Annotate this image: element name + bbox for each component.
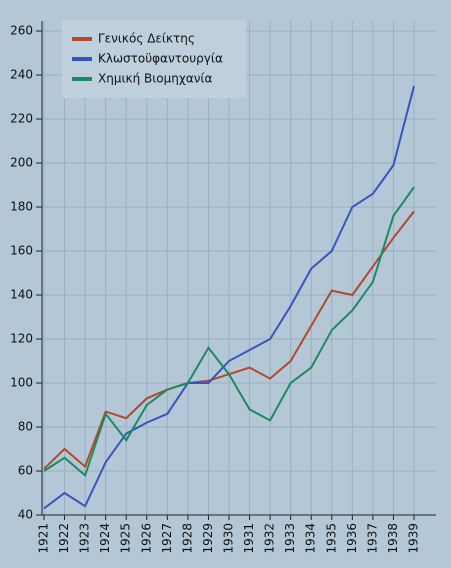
data-line (43, 186, 415, 478)
x-tick-label: 1933 (283, 523, 297, 554)
x-tick-label: 1932 (263, 523, 277, 554)
legend-label: Κλωστοϋφαντουργία (98, 52, 223, 66)
x-tick-label: 1931 (242, 523, 256, 554)
x-tick-label: 1939 (407, 523, 421, 554)
y-tick-label: 240 (10, 68, 33, 82)
x-tick-label: 1923 (78, 523, 92, 554)
y-tick-label: 100 (10, 376, 33, 390)
y-tick-label: 40 (18, 508, 33, 522)
y-tick-label: 220 (10, 112, 33, 126)
legend-box (62, 20, 246, 98)
x-tick-label: 1936 (345, 523, 359, 554)
y-tick-label: 120 (10, 332, 33, 346)
y-tick-label: 80 (18, 420, 33, 434)
x-tick-label: 1924 (98, 523, 112, 554)
data-line (43, 85, 415, 510)
y-tick-label: 60 (18, 464, 33, 478)
x-tick-label: 1921 (37, 523, 51, 554)
x-tick-label: 1937 (365, 523, 379, 554)
x-tick-label: 1925 (119, 523, 133, 554)
legend-label: Γενικός Δείκτης (98, 32, 195, 46)
x-tick-label: 1922 (57, 523, 71, 554)
y-tick-label: 140 (10, 288, 33, 302)
x-tick-label: 1935 (324, 523, 338, 554)
y-tick-label: 200 (10, 156, 33, 170)
x-tick-label: 1934 (304, 523, 318, 554)
y-tick-label: 180 (10, 200, 33, 214)
x-tick-label: 1928 (180, 523, 194, 554)
x-tick-label: 1929 (201, 523, 215, 554)
x-tick-label: 1938 (386, 523, 400, 554)
legend-label: Χημική Βιομηχανία (98, 72, 212, 86)
x-tick-label: 1927 (160, 523, 174, 554)
y-tick-label: 160 (10, 244, 33, 258)
x-tick-label: 1930 (222, 523, 236, 554)
y-tick-label: 260 (10, 24, 33, 38)
x-tick-label: 1926 (139, 523, 153, 554)
